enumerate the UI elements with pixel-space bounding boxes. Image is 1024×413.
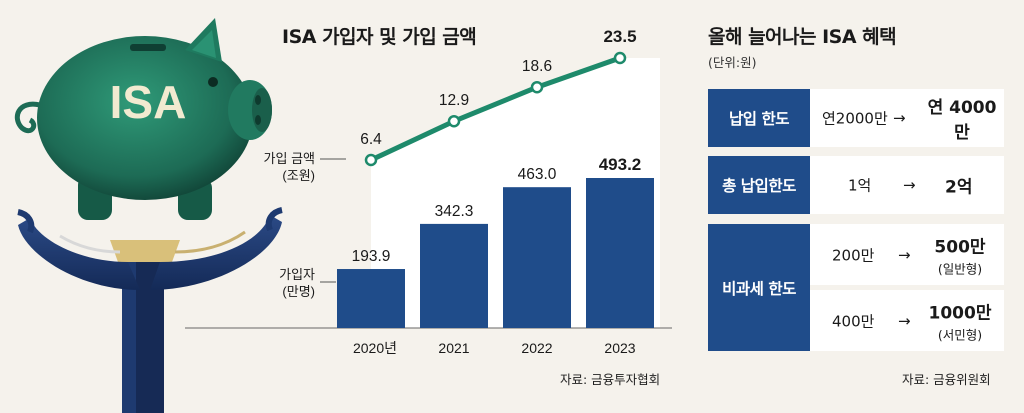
benefits-unit: (단위:원)	[708, 55, 757, 70]
bar-series-unit: (만명)	[282, 284, 315, 299]
benefit-to: 연 4000만	[927, 98, 997, 143]
benefit-from: 400만	[832, 312, 875, 330]
benefits-title: 올해 늘어나는 ISA 혜택	[708, 26, 897, 48]
benefit-to: 1000만 (서민형)	[924, 298, 996, 343]
bar-value-label: 463.0	[518, 166, 557, 183]
benefit-to: 2억	[945, 177, 973, 198]
bar-series-label: 가입자	[279, 267, 315, 282]
x-tick-label: 2023	[604, 340, 635, 356]
bar-2023	[586, 178, 654, 328]
benefit-row-taxfree-limit: 비과세 한도 200만 → 500만 (일반형) 400만 → 1000만 (서…	[708, 224, 1004, 351]
x-tick-label: 2022	[521, 340, 552, 356]
line-value-label: 18.6	[522, 58, 552, 75]
piggy-bank-logo: ISA	[110, 76, 187, 128]
benefit-label: 비과세 한도	[708, 224, 810, 351]
bar-value-label: 342.3	[435, 203, 474, 220]
chart-title: ISA 가입자 및 가입 금액	[282, 26, 477, 48]
benefit-label: 총 납입한도	[708, 156, 810, 214]
benefit-from: 1억	[848, 176, 872, 195]
row-divider	[810, 285, 1004, 290]
line-point	[613, 51, 627, 65]
bar-2020년	[337, 269, 405, 328]
x-tick-label: 2021	[438, 340, 469, 356]
benefit-label: 납입 한도	[708, 89, 810, 147]
bar-2022	[503, 187, 571, 328]
line-point	[364, 153, 378, 167]
piggy-bank-illustration: ISA	[15, 18, 283, 413]
benefit-row-payment-limit: 납입 한도 연2000만 → 연 4000만	[708, 89, 1004, 147]
arrow-icon: →	[903, 176, 916, 194]
line-point	[530, 80, 544, 94]
benefits-source: 자료: 금융위원회	[902, 372, 991, 387]
line-point	[447, 114, 461, 128]
line-series-label: 가입 금액	[264, 151, 315, 166]
hands-icon	[17, 207, 283, 413]
x-tick-label: 2020년	[353, 340, 397, 356]
line-value-label: 12.9	[439, 92, 469, 109]
bar-value-label: 493.2	[599, 155, 642, 174]
line-series	[369, 55, 621, 163]
benefit-to: 500만 (일반형)	[930, 232, 990, 277]
benefit-row-total-limit: 총 납입한도 1억 → 2억	[708, 156, 1004, 214]
line-value-label: 6.4	[360, 131, 382, 148]
benefit-note: (일반형)	[937, 261, 983, 276]
benefit-from: 200만	[832, 246, 875, 264]
piggy-bank-icon	[15, 18, 272, 220]
line-value-label: 23.5	[603, 27, 636, 46]
arrow-icon: →	[893, 109, 906, 127]
bar-value-label: 193.9	[352, 248, 391, 265]
arrow-icon: →	[898, 245, 911, 264]
benefit-from: 연2000만	[822, 109, 888, 128]
arrow-icon: →	[898, 311, 911, 330]
line-series-unit: (조원)	[282, 168, 315, 183]
chart-source: 자료: 금융투자협회	[560, 372, 661, 387]
bar-2021	[420, 223, 488, 328]
benefit-note: (서민형)	[937, 327, 983, 342]
combo-chart: 193.9 342.3 463.0 493.2 6.4 12.9 18.6 23.5 2020년…	[185, 27, 672, 356]
